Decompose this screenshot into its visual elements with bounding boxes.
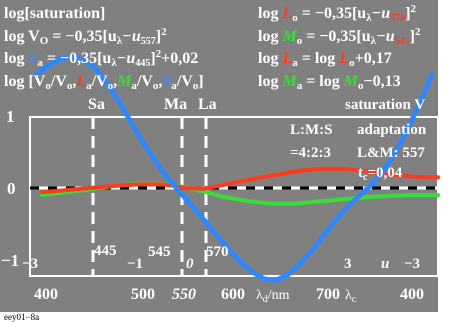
y-tick-1: 1 — [6, 107, 15, 126]
x-tick-400: 400 — [34, 286, 58, 303]
header-row3-right: log La = log Lo+0,17 — [258, 50, 392, 69]
y-tick-0: 0 — [7, 179, 16, 198]
label-lms: L:M:S — [290, 122, 333, 138]
x-unit-c: λc — [345, 288, 357, 305]
x-tick-700: 700 — [316, 286, 340, 303]
label-445: 445 — [94, 243, 117, 259]
label-p3: 3 — [344, 256, 352, 272]
label-sa: Sa — [88, 96, 105, 113]
header-row3-left: log Sa = −0,35[uλ−u445]2+0,02 — [4, 48, 198, 69]
footer-strip — [0, 312, 449, 322]
label-lm: L&M: 557 — [357, 145, 425, 161]
series-red-line — [40, 166, 440, 195]
header-row2-right: log Mo = −0,35[uλ−u545]2 — [258, 26, 421, 47]
y-tick-m1: −1 — [1, 251, 19, 270]
label-zero: 0 — [186, 256, 194, 272]
series-blue-line — [33, 54, 435, 283]
label-570: 570 — [206, 244, 229, 260]
header-row4-right: log Ma = log Mo−0,13 — [258, 73, 401, 92]
header-row4-left: log [Vo/Vo,La/Vo,Ma/Vo,Sa/Vo] — [4, 73, 204, 92]
series-group — [33, 54, 440, 283]
x-tick-600: 600 — [221, 286, 245, 303]
plot-background — [0, 0, 438, 312]
label-la: La — [198, 96, 217, 113]
x-tick-500: 500 — [131, 286, 155, 303]
right-strip — [438, 0, 449, 312]
x-unit-d: λd/nm — [256, 288, 290, 305]
label-u: u — [381, 256, 389, 272]
label-545: 545 — [148, 244, 171, 260]
label-t: tc=0,04 — [358, 165, 403, 183]
label-m3: −3 — [22, 256, 38, 272]
label-m1: −1 — [127, 256, 143, 272]
label-saturation: saturation V — [345, 97, 425, 113]
label-adaptation: adaptation — [357, 122, 427, 138]
footer-code: eey01−8a — [4, 312, 39, 322]
label-ratio: =4:2:3 — [290, 145, 331, 161]
header-row1-right: log Lo = −0,35[uλ−u570]2 — [258, 3, 417, 24]
label-m3b: −3 — [404, 256, 420, 272]
header-row2-left: log VO = −0,35[uλ−u557]2 — [4, 26, 167, 47]
x-tick-400-c: 400 — [400, 286, 424, 303]
header-row1-left: log[saturation] — [4, 5, 105, 22]
label-ma: Ma — [164, 96, 187, 113]
x-tick-550: 550 — [172, 286, 196, 303]
